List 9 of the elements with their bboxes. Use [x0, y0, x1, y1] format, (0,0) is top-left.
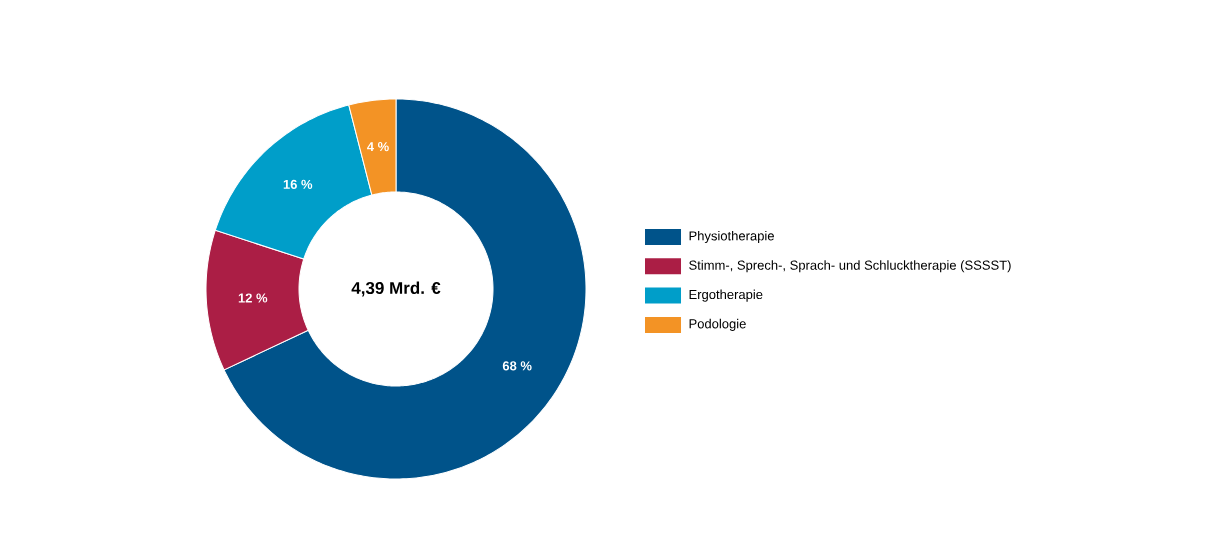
- data-label: 68 %: [502, 361, 532, 371]
- text: 4,39 Mrd. €: [351, 281, 441, 297]
- legend-label: Physiotherapie: [689, 230, 774, 244]
- data-label: 4 %: [367, 142, 389, 152]
- legend-label: Stimm-, Sprech-, Sprach- und Schlucktherapie (SSSST): [689, 260, 1011, 273]
- legend-label: Ergotherapie: [689, 289, 763, 302]
- data-label: 16 %: [283, 179, 313, 189]
- legend-label: Podologie: [689, 318, 746, 331]
- data-label: 12 %: [238, 293, 268, 303]
